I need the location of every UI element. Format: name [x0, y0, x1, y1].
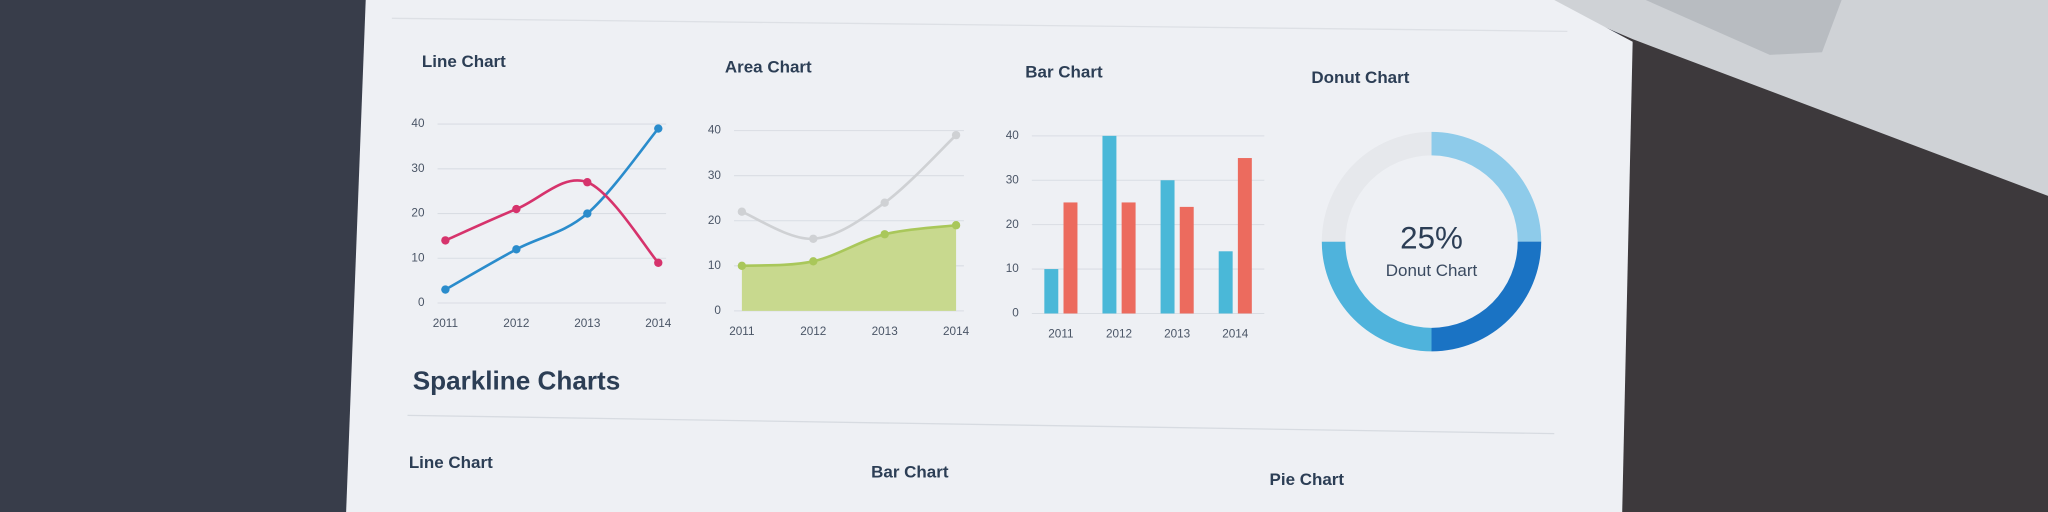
donut-segment	[1321, 241, 1432, 352]
x-tick-label: 2012	[800, 325, 826, 338]
point	[441, 285, 450, 294]
bar	[1218, 251, 1233, 314]
x-tick-label: 2012	[503, 317, 529, 330]
y-tick-label: 40	[1006, 129, 1020, 142]
y-tick-label: 40	[708, 124, 722, 137]
point	[737, 261, 747, 270]
bar	[1237, 158, 1252, 314]
donut-segment	[1321, 131, 1432, 242]
x-tick-label: 2013	[574, 317, 601, 330]
point	[512, 204, 521, 214]
y-tick-label: 0	[1012, 307, 1019, 320]
center-label: 25%	[1400, 221, 1463, 256]
y-tick-label: 0	[714, 304, 721, 317]
chart-title: Line Chart	[422, 52, 506, 71]
bar	[1179, 206, 1194, 314]
bar	[1121, 202, 1136, 314]
line	[741, 223, 957, 268]
point	[809, 234, 818, 243]
center-caption: Donut Chart	[1386, 261, 1478, 280]
chart-title: Bar Chart	[1025, 63, 1103, 82]
point	[951, 221, 961, 230]
y-tick-label: 0	[418, 296, 425, 309]
chart-title: Donut Chart	[1311, 68, 1409, 87]
x-tick-label: 2014	[1222, 327, 1249, 340]
separator	[391, 17, 1568, 32]
point	[583, 178, 592, 187]
sparkline-title: Pie Chart	[1270, 470, 1345, 489]
point	[654, 124, 663, 133]
y-tick-label: 30	[708, 169, 722, 182]
sparkline-title: Line Chart	[409, 453, 493, 472]
bar	[1102, 135, 1117, 314]
y-tick-label: 30	[411, 162, 425, 175]
y-tick-label: 10	[411, 251, 425, 264]
line	[741, 134, 957, 241]
separator	[407, 414, 1555, 435]
chart-title: Area Chart	[725, 57, 812, 76]
donut-segment	[1431, 131, 1542, 242]
y-tick-label: 20	[708, 214, 722, 227]
bar	[1044, 269, 1059, 314]
point	[441, 236, 450, 245]
x-tick-label: 2014	[943, 325, 970, 338]
point	[512, 245, 521, 254]
bar	[1063, 202, 1078, 314]
x-tick-label: 2013	[872, 325, 899, 338]
y-tick-label: 20	[1006, 218, 1020, 231]
point	[809, 257, 818, 266]
x-tick-label: 2011	[729, 325, 754, 338]
line	[444, 127, 660, 291]
paper	[346, 0, 1633, 512]
area	[741, 225, 957, 311]
point	[583, 209, 592, 218]
y-tick-label: 10	[1006, 262, 1020, 275]
y-tick-label: 10	[708, 259, 722, 272]
y-tick-label: 30	[1006, 173, 1020, 186]
x-tick-label: 2011	[433, 317, 458, 330]
x-tick-label: 2013	[1164, 327, 1191, 340]
y-tick-label: 20	[411, 207, 425, 220]
laptop	[1541, 0, 2048, 196]
donut-segment	[1431, 241, 1542, 352]
point	[737, 207, 747, 216]
point	[654, 258, 663, 267]
line	[444, 179, 660, 264]
y-tick-label: 40	[411, 117, 425, 130]
laptop-trackpad	[1645, 0, 1842, 55]
point	[880, 230, 889, 239]
section-title: Sparkline Charts	[413, 366, 621, 396]
x-tick-label: 2014	[645, 317, 672, 330]
x-tick-label: 2012	[1106, 327, 1132, 340]
point	[880, 198, 889, 207]
point	[951, 130, 961, 140]
sparkline-title: Bar Chart	[871, 462, 949, 481]
x-tick-label: 2011	[1048, 327, 1073, 340]
bar	[1160, 180, 1175, 314]
